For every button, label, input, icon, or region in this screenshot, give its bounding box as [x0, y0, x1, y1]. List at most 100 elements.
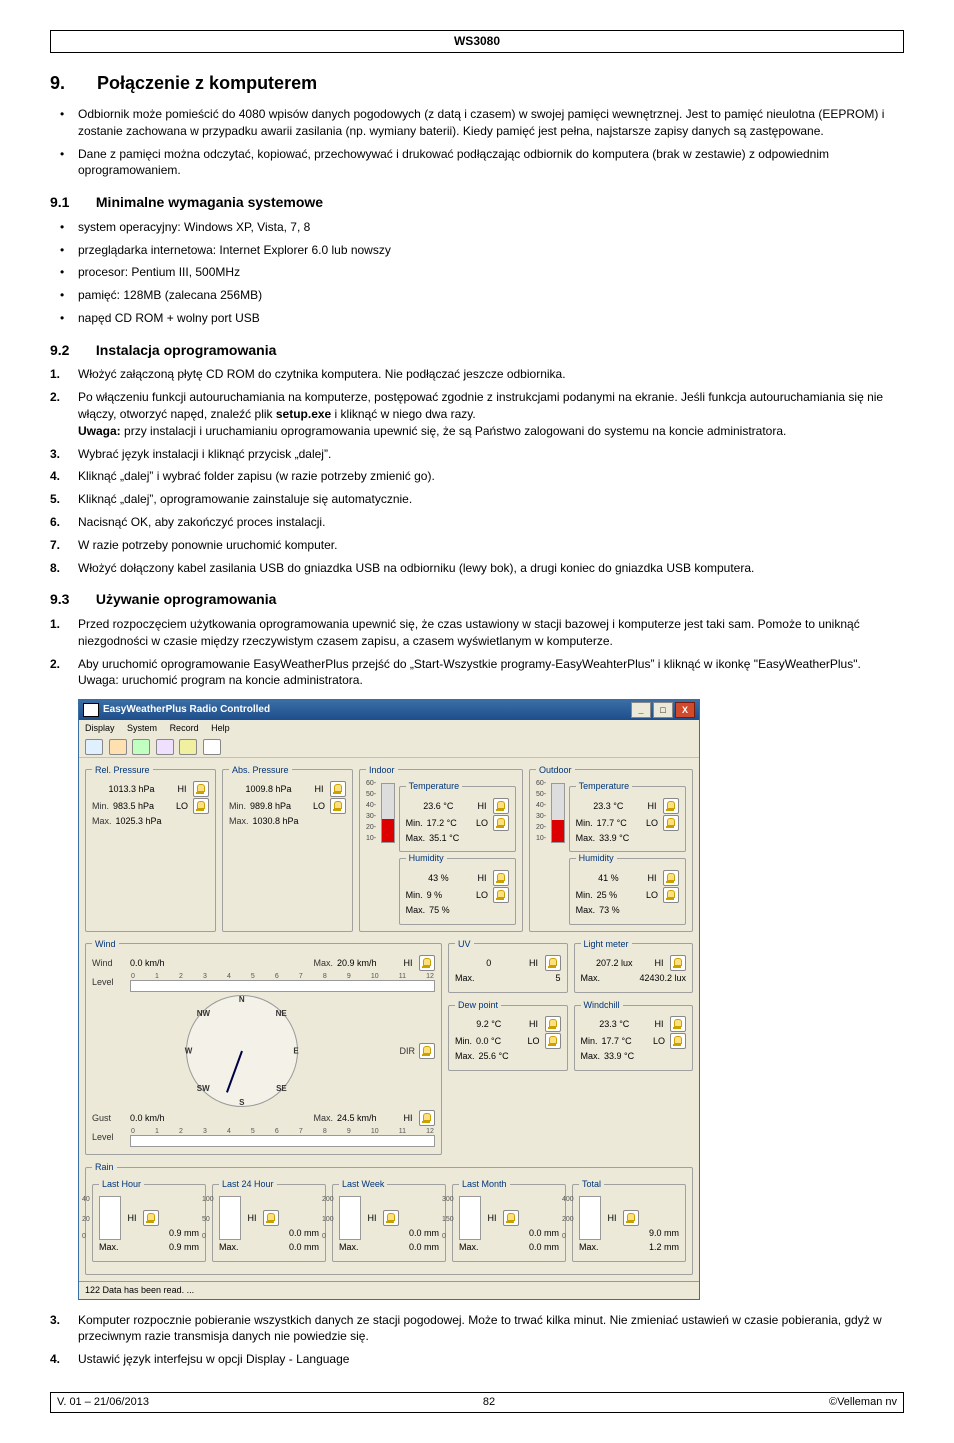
alarm-icon[interactable]	[193, 798, 209, 814]
max-label: Max.	[579, 1241, 599, 1254]
alarm-icon[interactable]	[670, 1016, 686, 1032]
min-label: Min.	[581, 1035, 598, 1048]
min-label: Min.	[406, 889, 423, 902]
hi-label: HI	[527, 1018, 541, 1031]
alarm-icon[interactable]	[545, 1016, 561, 1032]
alarm-icon[interactable]	[493, 815, 509, 831]
outdoor-temp-max: 33.9 °C	[599, 832, 629, 845]
alarm-icon[interactable]	[419, 1110, 435, 1126]
toolbar-button[interactable]	[109, 739, 127, 755]
alarm-icon[interactable]	[663, 870, 679, 886]
panel-legend: Light meter	[581, 938, 632, 951]
alarm-icon[interactable]	[503, 1210, 519, 1226]
toolbar-button[interactable]	[85, 739, 103, 755]
max-label: Max.	[581, 972, 601, 985]
section-9-list: Odbiornik może pomieścić do 4080 wpisów …	[50, 106, 904, 179]
alarm-icon[interactable]	[663, 798, 679, 814]
toolbar-button[interactable]	[203, 739, 221, 755]
rain-value: 0.0 mm	[289, 1227, 319, 1240]
close-button[interactable]: X	[675, 702, 695, 718]
alarm-icon[interactable]	[419, 955, 435, 971]
alarm-icon[interactable]	[143, 1210, 159, 1226]
panel-legend: Indoor	[366, 764, 398, 777]
panel-legend: Abs. Pressure	[229, 764, 292, 777]
app-icon	[83, 703, 99, 717]
thermo-scale: 60-50-40-30-20-10-	[536, 780, 546, 846]
rain-value: 0.9 mm	[169, 1227, 199, 1240]
menu-help[interactable]: Help	[211, 723, 230, 733]
step-item: 1.Przed rozpoczęciem użytkowania oprogra…	[50, 616, 904, 650]
max-label: Max.	[455, 972, 475, 985]
alarm-icon[interactable]	[330, 798, 346, 814]
rain-max: 0.0 mm	[243, 1241, 319, 1254]
hi-label: HI	[312, 783, 326, 796]
thermo-icon	[381, 783, 395, 843]
alarm-icon[interactable]	[545, 1033, 561, 1049]
section-9-heading: 9. Połączenie z komputerem	[50, 71, 904, 96]
section-93-heading: 9.3 Używanie oprogramowania	[50, 590, 904, 610]
rain-panel: Rain Last Hour40200HI0.9 mmMax.0.9 mmLas…	[85, 1161, 693, 1275]
max-label: Max.	[455, 1050, 475, 1063]
menu-record[interactable]: Record	[170, 723, 199, 733]
dewpoint-panel: Dew point 9.2 °CHI Min.0.0 °CLO Max.25.6…	[448, 999, 568, 1071]
abs-pressure-min: 989.8 hPa	[250, 800, 308, 813]
alarm-icon[interactable]	[663, 815, 679, 831]
rain-value: 0.0 mm	[409, 1227, 439, 1240]
menubar: Display System Record Help	[79, 720, 699, 737]
step-item: 6.Nacisnąć OK, aby zakończyć proces inst…	[50, 514, 904, 531]
uv-panel: UV 0HI Max.5	[448, 938, 568, 993]
sub-legend: Last 24 Hour	[219, 1178, 277, 1191]
step-item: 8.Włożyć dołączony kabel zasilania USB d…	[50, 560, 904, 577]
max-label: Max.	[313, 1112, 333, 1125]
menu-system[interactable]: System	[127, 723, 157, 733]
hi-label: HI	[652, 1018, 666, 1031]
rain-value: 0.0 mm	[529, 1227, 559, 1240]
section-91-list: system operacyjny: Windows XP, Vista, 7,…	[50, 219, 904, 327]
step-item: 4.Kliknąć „dalej” i wybrać folder zapisu…	[50, 468, 904, 485]
indoor-temp-box: Temperature 23.6 °CHI Min.17.2 °CLO Max.…	[399, 780, 516, 852]
alarm-icon[interactable]	[670, 955, 686, 971]
alarm-icon[interactable]	[493, 798, 509, 814]
alarm-icon[interactable]	[383, 1210, 399, 1226]
alarm-icon[interactable]	[493, 887, 509, 903]
hi-label: HI	[527, 957, 541, 970]
wind-max: 20.9 km/h	[337, 957, 397, 970]
toolbar-button[interactable]	[156, 739, 174, 755]
alarm-icon[interactable]	[193, 781, 209, 797]
alarm-icon[interactable]	[663, 887, 679, 903]
max-label: Max.	[581, 1050, 601, 1063]
light-value: 207.2 lux	[581, 957, 649, 970]
light-max: 42430.2 lux	[604, 972, 686, 985]
toolbar-button[interactable]	[132, 739, 150, 755]
step-item: 5.Kliknąć „dalej”, oprogramowanie zainst…	[50, 491, 904, 508]
panel-legend: Dew point	[455, 999, 501, 1012]
alarm-icon[interactable]	[330, 781, 346, 797]
doc-header: WS3080	[50, 30, 904, 53]
alarm-icon[interactable]	[263, 1210, 279, 1226]
hi-label: HI	[175, 783, 189, 796]
rain-bar: 100500	[219, 1196, 241, 1240]
outdoor-hum: 41 %	[576, 872, 641, 885]
thermo-scale: 60-50-40-30-20-10-	[366, 780, 376, 846]
section-91-heading: 9.1 Minimalne wymagania systemowe	[50, 193, 904, 213]
alarm-icon[interactable]	[419, 1043, 435, 1059]
minimize-button[interactable]: _	[631, 702, 651, 718]
indoor-temp-min: 17.2 °C	[427, 817, 471, 830]
alarm-icon[interactable]	[545, 955, 561, 971]
outdoor-temp-min: 17.7 °C	[597, 817, 641, 830]
outdoor-temp: 23.3 °C	[576, 800, 641, 813]
panel-legend: Wind	[92, 938, 119, 951]
rain-value: 9.0 mm	[649, 1227, 679, 1240]
alarm-icon[interactable]	[493, 870, 509, 886]
windchill-min: 17.7 °C	[602, 1035, 648, 1048]
page-footer: V. 01 – 21/06/2013 82 ©Velleman nv	[50, 1392, 904, 1413]
min-label: Min.	[406, 817, 423, 830]
titlebar[interactable]: EasyWeatherPlus Radio Controlled _ □ X	[79, 700, 699, 720]
maximize-button[interactable]: □	[653, 702, 673, 718]
menu-display[interactable]: Display	[85, 723, 115, 733]
alarm-icon[interactable]	[670, 1033, 686, 1049]
alarm-icon[interactable]	[623, 1210, 639, 1226]
toolbar-button[interactable]	[179, 739, 197, 755]
section-91-title: Minimalne wymagania systemowe	[96, 194, 323, 210]
indoor-hum-min: 9 %	[427, 889, 471, 902]
